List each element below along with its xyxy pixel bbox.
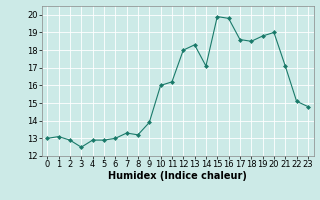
- X-axis label: Humidex (Indice chaleur): Humidex (Indice chaleur): [108, 171, 247, 181]
